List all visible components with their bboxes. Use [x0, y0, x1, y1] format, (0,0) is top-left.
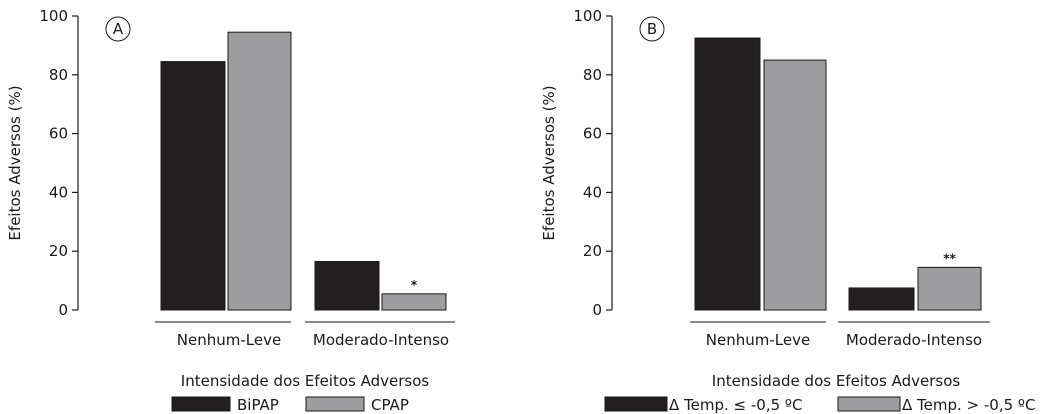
y-tick-label: 60	[583, 125, 602, 143]
panel-letter: B	[647, 20, 657, 38]
legend-label-series1: BiPAP	[237, 396, 279, 414]
bar-series1-0	[160, 61, 226, 311]
y-axis-label: Efeitos Adversos (%)	[6, 85, 24, 240]
legend-label-series1: Δ Temp. ≤ -0,5 ºC	[669, 396, 802, 414]
y-tick-label: 40	[583, 183, 602, 201]
legend-swatch-series1	[171, 396, 231, 412]
panel-letter: A	[113, 20, 124, 38]
legend-label-series2: CPAP	[371, 396, 409, 414]
y-tick-label: 80	[49, 66, 68, 84]
y-tick-label: 100	[573, 7, 602, 25]
x-axis-label: Intensidade dos Efeitos Adversos	[712, 372, 961, 390]
category-label: Nenhum-Leve	[706, 331, 810, 349]
legend-swatch-series2	[305, 396, 365, 412]
significance-marker: **	[943, 251, 956, 265]
panel-b: 0 20 40 60 80 100 Efeitos Adversos (%) B Nenhum-…	[540, 7, 1035, 414]
category-label: Nenhum-Leve	[177, 331, 281, 349]
significance-marker: *	[411, 278, 418, 292]
y-tick-label: 20	[583, 242, 602, 260]
legend-swatch-series1	[604, 396, 668, 412]
legend-swatch-series2	[837, 396, 901, 412]
y-tick-label: 40	[49, 183, 68, 201]
bar-series1-0	[694, 37, 761, 311]
panel-letter-circle	[639, 16, 665, 42]
bar-series1-1	[314, 260, 380, 311]
panel-letter-circle	[105, 16, 131, 42]
category-label: Moderado-Intenso	[313, 331, 449, 349]
y-tick-label: 60	[49, 125, 68, 143]
bar-series2-1	[381, 293, 447, 311]
y-axis-label: Efeitos Adversos (%)	[540, 85, 558, 240]
y-tick-label: 20	[49, 242, 68, 260]
x-axis-label: Intensidade dos Efeitos Adversos	[181, 372, 430, 390]
category-label: Moderado-Intenso	[846, 331, 982, 349]
bar-series2-0	[763, 59, 827, 311]
panel-a: 0 20 40 60 80 100 Efeitos Adversos (%) A Nenhum-…	[6, 7, 455, 414]
y-tick-label: 0	[58, 301, 68, 319]
y-tick-label: 0	[592, 301, 602, 319]
y-tick-label: 100	[39, 7, 68, 25]
y-tick-label: 80	[583, 66, 602, 84]
bar-series1-1	[848, 287, 915, 311]
legend-label-series2: Δ Temp. > -0,5 ºC	[902, 396, 1035, 414]
bar-series2-0	[227, 31, 292, 311]
bar-series2-1	[917, 266, 982, 311]
